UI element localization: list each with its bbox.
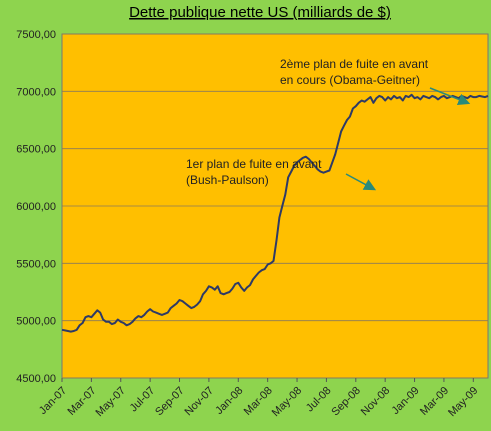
annotation-text: en cours (Obama-Geitner) — [280, 73, 420, 87]
y-tick-label: 4500,00 — [16, 373, 56, 385]
chart-title: Dette publique nette US (milliards de $) — [129, 4, 391, 21]
x-tick-label: May-07 — [94, 385, 128, 419]
x-tick-label: Sep-08 — [329, 385, 363, 419]
annotation-arrow — [345, 173, 377, 191]
x-tick-label: Nov-07 — [183, 385, 217, 419]
y-tick-label: 5000,00 — [16, 316, 56, 328]
x-tick-label: Mar-09 — [418, 385, 451, 418]
y-tick-label: 7500,00 — [16, 29, 56, 41]
x-tick-label: May-09 — [446, 385, 480, 419]
x-tick-label: Jan-09 — [389, 385, 421, 417]
x-tick-label: Jan-08 — [213, 385, 245, 417]
annotations: 2ème plan de fuite en avant en cours (Oba… — [186, 57, 471, 191]
x-tick-label: Nov-08 — [359, 385, 393, 419]
series-line — [61, 93, 489, 333]
y-tick-label: 7000,00 — [16, 86, 56, 98]
annotation-text: (Bush-Paulson) — [186, 173, 269, 187]
x-tick-label: Jan-07 — [37, 385, 69, 417]
x-tick-label: May-08 — [270, 385, 304, 419]
y-axis: 4500,00 5000,00 5500,00 6000,00 6500,00 7000,… — [16, 29, 56, 385]
x-tick-label: Sep-07 — [153, 385, 187, 419]
annotation-text: 1er plan de fuite en avant — [186, 157, 322, 171]
y-tick-label: 6000,00 — [16, 201, 56, 213]
y-tick-label: 6500,00 — [16, 144, 56, 156]
annotation-arrow — [429, 87, 471, 106]
x-tick-label: Mar-08 — [242, 385, 275, 418]
annotation-text: 2ème plan de fuite en avant — [280, 57, 429, 71]
x-tick-label: Mar-07 — [65, 385, 98, 418]
y-tick-label: 5500,00 — [16, 258, 56, 270]
